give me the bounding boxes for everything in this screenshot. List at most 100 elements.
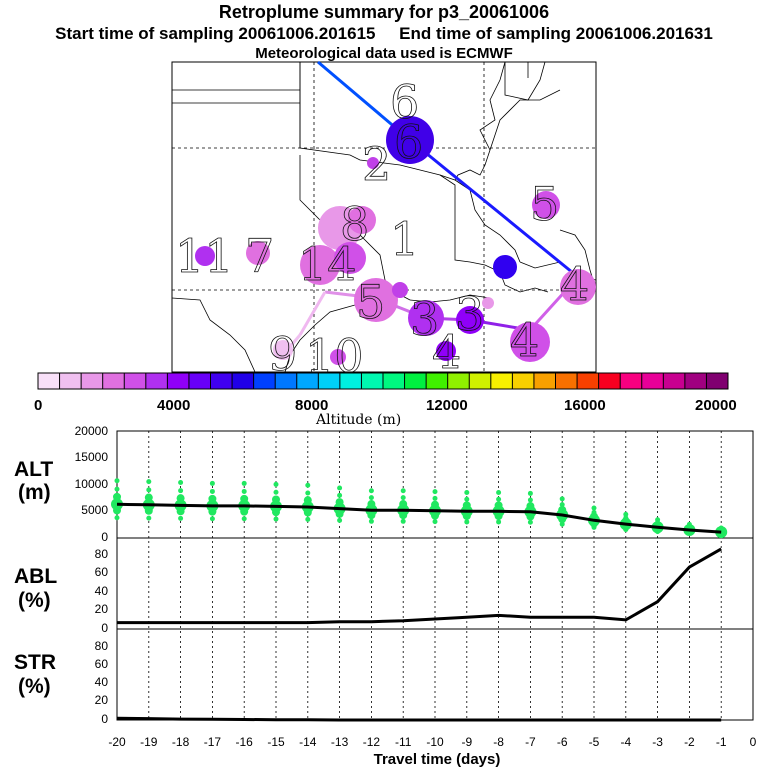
altitude-dot bbox=[527, 490, 533, 496]
plume-circle bbox=[354, 278, 398, 322]
plume-circle bbox=[510, 322, 550, 362]
altitude-dot bbox=[494, 512, 503, 521]
altitude-dot bbox=[368, 488, 374, 494]
altitude-dot bbox=[432, 489, 438, 495]
plume-circle bbox=[386, 116, 434, 164]
altitude-dot bbox=[400, 488, 406, 494]
altitude-dot bbox=[303, 508, 312, 517]
colorbar-cell bbox=[253, 373, 276, 389]
colorbar-tick: 8000 bbox=[295, 397, 328, 414]
altitude-dot bbox=[496, 496, 502, 502]
series-line-alt bbox=[116, 502, 722, 534]
abl-yticks: 80 60 40 20 0 bbox=[95, 547, 109, 635]
map-day-label: 1 bbox=[390, 212, 419, 266]
altitude-dot bbox=[241, 516, 247, 522]
abl-ytick: 40 bbox=[95, 584, 109, 598]
colorbar-cell bbox=[81, 373, 104, 389]
altitude-dot bbox=[335, 498, 344, 507]
str-ytick: 20 bbox=[95, 693, 109, 707]
x-tick: -1 bbox=[716, 735, 727, 749]
altitude-dot bbox=[432, 519, 438, 525]
x-tick: -7 bbox=[525, 735, 536, 749]
x-tick: -17 bbox=[204, 735, 222, 749]
colorbar-dividers bbox=[59, 373, 707, 389]
altitude-dot bbox=[144, 506, 153, 515]
altitude-dot bbox=[113, 506, 121, 515]
end-time-label: End time of sampling 20061006.201631 bbox=[399, 24, 713, 43]
altitude-dot bbox=[559, 521, 565, 527]
colorbar-cell bbox=[59, 373, 82, 389]
altitude-dot bbox=[558, 515, 567, 524]
map-day-label: 11 bbox=[175, 229, 234, 283]
colorbar-cell bbox=[533, 373, 556, 389]
x-tick: -11 bbox=[395, 735, 412, 749]
altitude-dot bbox=[400, 495, 406, 501]
x-tick: -6 bbox=[557, 735, 568, 749]
map-panel: 6 6 2 5 11 7 14 8 1 4 5 3 3 4 4 9 10 bbox=[171, 60, 597, 383]
plume-circle bbox=[493, 255, 517, 279]
altitude-dot bbox=[462, 501, 471, 510]
colorbar-tick: 12000 bbox=[426, 397, 468, 414]
str-ytick: 60 bbox=[95, 657, 109, 671]
altitude-dot bbox=[559, 496, 565, 502]
alt-ytick: 5000 bbox=[81, 503, 108, 517]
altitude-dot bbox=[178, 480, 184, 486]
altitude-dot bbox=[591, 524, 597, 530]
colorbar-cell bbox=[555, 373, 578, 389]
colorbar-cell bbox=[469, 373, 492, 389]
map-day-label: 5 bbox=[356, 275, 385, 329]
map-day-label: 3 bbox=[410, 292, 439, 346]
altitude-dot bbox=[559, 502, 565, 508]
x-axis-label: Travel time (days) bbox=[374, 751, 501, 768]
altitude-dot bbox=[273, 489, 279, 495]
x-tick: -15 bbox=[267, 735, 285, 749]
map-day-label: 8 bbox=[340, 197, 369, 251]
alt-ytick: 15000 bbox=[75, 450, 109, 464]
colorbar-cell bbox=[447, 373, 470, 389]
colorbar-cell bbox=[426, 373, 449, 389]
plume-circle bbox=[334, 242, 366, 274]
altitude-dot bbox=[178, 488, 184, 494]
colorbar-cell bbox=[232, 373, 255, 389]
altitude-dot bbox=[272, 508, 280, 517]
start-time-label: Start time of sampling 20061006.201615 bbox=[55, 24, 376, 43]
altitude-dot bbox=[272, 495, 280, 504]
series-line-str bbox=[116, 716, 722, 722]
colorbar-cell bbox=[684, 373, 707, 389]
plume-circle bbox=[273, 340, 293, 360]
altitude-dot bbox=[208, 494, 217, 503]
colorbar-label: Altitude (m) bbox=[315, 412, 401, 428]
colorbar-cells bbox=[38, 373, 729, 389]
altitude-dot bbox=[335, 509, 344, 518]
altitude-dot bbox=[111, 498, 123, 511]
altitude-dot bbox=[399, 511, 408, 520]
str-unit: (%) bbox=[18, 675, 51, 698]
plume-circle bbox=[195, 246, 215, 266]
colorbar-cell bbox=[490, 373, 513, 389]
altitude-dot bbox=[558, 505, 567, 514]
colorbar: 0 4000 8000 12000 16000 20000 Altitude (… bbox=[34, 372, 737, 428]
altitude-dot bbox=[240, 507, 249, 516]
alt-ytick: 20000 bbox=[75, 424, 109, 438]
altitude-dot bbox=[368, 495, 374, 501]
altitude-scatter bbox=[111, 478, 728, 539]
altitude-dot bbox=[591, 505, 597, 511]
altitude-dot bbox=[241, 480, 247, 486]
x-tick: -16 bbox=[236, 735, 254, 749]
plume-circle bbox=[482, 297, 494, 309]
colorbar-cell bbox=[188, 373, 211, 389]
altitude-dot bbox=[367, 511, 376, 520]
series-line-abl bbox=[117, 547, 722, 625]
str-label: STR bbox=[14, 651, 56, 674]
x-tick: -10 bbox=[426, 735, 444, 749]
altitude-dot bbox=[146, 479, 152, 485]
altitude-dot bbox=[718, 525, 724, 531]
altitude-dot bbox=[305, 516, 311, 522]
alt-ytick: 10000 bbox=[75, 477, 109, 491]
altitude-dot bbox=[209, 488, 215, 494]
sampling-times: Start time of sampling 20061006.201615 E… bbox=[0, 24, 768, 44]
plume-circle bbox=[330, 349, 346, 365]
altitude-dot bbox=[400, 518, 406, 524]
colorbar-cell bbox=[620, 373, 643, 389]
abl-ytick: 80 bbox=[95, 547, 109, 561]
